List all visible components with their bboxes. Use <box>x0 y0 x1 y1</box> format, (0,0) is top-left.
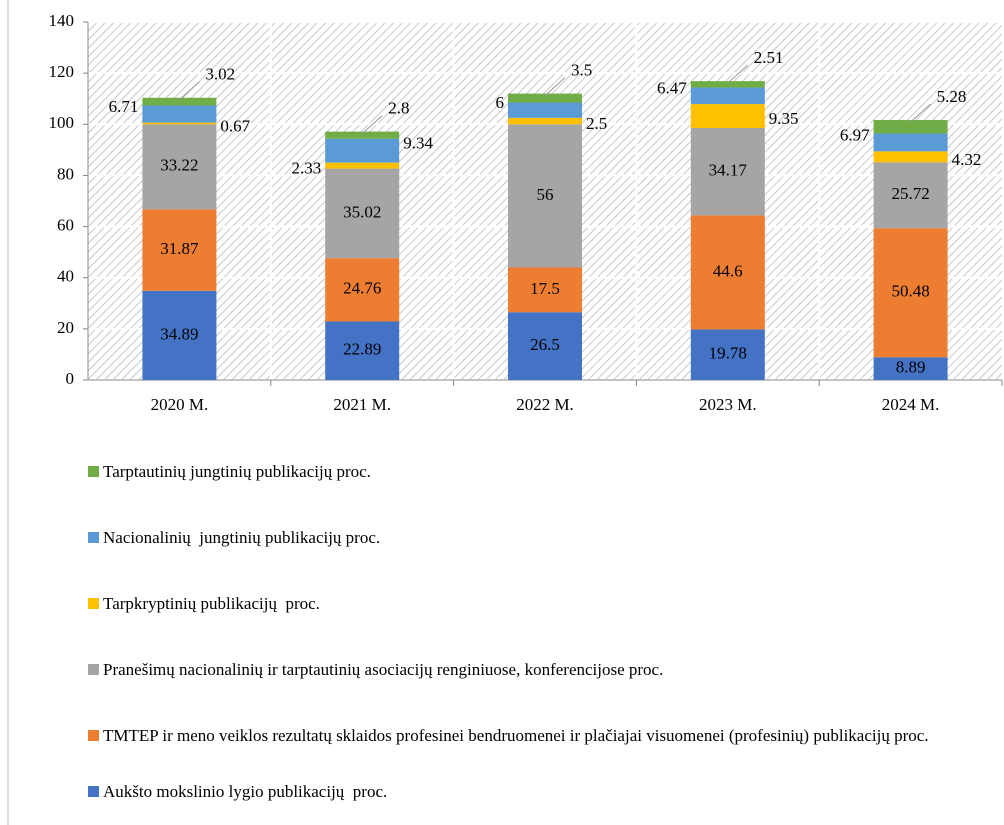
legend-swatch <box>88 664 99 675</box>
x-tick-label: 2023 M. <box>699 395 757 414</box>
legend-swatch <box>88 466 99 477</box>
bar-segment <box>690 104 765 128</box>
leader-line <box>179 81 200 101</box>
legend-item: Nacionalinių jungtinių publikacijų proc. <box>88 528 948 548</box>
bar-segment <box>508 312 582 380</box>
legend-label: Tarpkryptinių publikacijų proc. <box>103 594 320 613</box>
legend-label: Pranešimų nacionalinių ir tarptautinių a… <box>103 660 664 679</box>
legend-item: Tarpkryptinių publikacijų proc. <box>88 594 948 614</box>
bar-segment <box>690 127 765 216</box>
data-label: 8.89 <box>896 358 926 377</box>
data-label: 24.76 <box>343 279 381 298</box>
legend-swatch <box>88 786 99 797</box>
data-label: 3.02 <box>205 65 235 84</box>
legend-swatch <box>88 730 99 741</box>
y-tick-label: 120 <box>49 62 75 81</box>
bar-segment <box>873 120 948 134</box>
x-tick-label: 2021 M. <box>333 395 391 414</box>
bar-segment <box>690 81 765 88</box>
data-label: 2.33 <box>291 159 321 178</box>
bar-segment <box>873 228 948 358</box>
bar-segment <box>142 122 217 125</box>
data-label: 9.35 <box>769 109 799 128</box>
legend-item: TMTEP ir meno veiklos rezultatų sklaidos… <box>88 726 948 746</box>
data-label: 4.32 <box>952 150 982 169</box>
bar-segment <box>325 131 400 139</box>
y-tick-label: 140 <box>49 11 75 30</box>
data-label: 6.47 <box>657 79 687 98</box>
bar-segment <box>873 357 948 380</box>
bar-segment <box>325 138 400 163</box>
data-label: 50.48 <box>891 282 929 301</box>
legend-item: Pranešimų nacionalinių ir tarptautinių a… <box>88 660 948 680</box>
y-tick-label: 40 <box>57 267 74 286</box>
y-tick-label: 0 <box>66 369 75 388</box>
data-label: 26.5 <box>530 335 560 354</box>
bar-segment <box>690 215 765 330</box>
bar-segment <box>508 117 582 125</box>
bar-segment <box>325 168 400 259</box>
data-label: 19.78 <box>709 344 747 363</box>
bar-segment <box>873 133 948 152</box>
bar-segment <box>142 105 217 123</box>
legend-swatch <box>88 532 99 543</box>
leader-line <box>727 64 749 84</box>
legend-label: Tarptautinių jungtinių publikacijų proc. <box>103 462 371 481</box>
x-tick-label: 2022 M. <box>516 395 574 414</box>
data-label: 25.72 <box>891 184 929 203</box>
bar-segment <box>142 209 217 291</box>
bar-segment <box>325 258 400 322</box>
leader-line <box>544 77 566 96</box>
legend-label: TMTEP ir meno veiklos rezultatų sklaidos… <box>103 726 929 745</box>
legend-item: Aukšto mokslinio lygio publikacijų proc. <box>88 782 948 802</box>
data-label: 2.5 <box>586 114 607 133</box>
y-tick-label: 20 <box>57 318 74 337</box>
y-tick-label: 60 <box>57 215 74 234</box>
data-label: 5.28 <box>937 87 967 106</box>
bar-segment <box>873 162 948 229</box>
data-label: 6.71 <box>109 97 139 116</box>
x-tick-label: 2024 M. <box>882 395 940 414</box>
bar-segment <box>142 124 217 210</box>
legend-label: Aukšto mokslinio lygio publikacijų proc. <box>103 782 388 801</box>
bar-segment <box>873 151 948 163</box>
bar-segment <box>690 87 765 105</box>
data-label: 35.02 <box>343 202 381 221</box>
legend-label: Nacionalinių jungtinių publikacijų proc. <box>103 528 381 547</box>
y-tick-label: 80 <box>57 164 74 183</box>
bar-segment <box>325 321 400 380</box>
data-label: 44.6 <box>713 261 743 280</box>
bar-segment <box>142 97 217 106</box>
bar-segment <box>508 267 582 313</box>
data-label: 33.22 <box>160 156 198 175</box>
data-label: 6 <box>496 93 505 112</box>
legend-item: Tarptautinių jungtinių publikacijų proc. <box>88 462 948 482</box>
bar-segment <box>142 290 217 380</box>
data-label: 6.97 <box>840 125 870 144</box>
y-tick-label: 100 <box>49 113 75 132</box>
data-label: 17.5 <box>530 279 560 298</box>
data-label: 0.67 <box>220 116 250 135</box>
data-label: 31.87 <box>160 239 199 258</box>
bar-segment <box>690 329 765 380</box>
data-label: 22.89 <box>343 340 381 359</box>
data-label: 2.8 <box>388 99 409 118</box>
leader-line <box>361 115 383 134</box>
data-label: 2.51 <box>754 48 784 67</box>
data-label: 34.89 <box>160 324 198 343</box>
bar-segment <box>508 124 582 268</box>
bar-segment <box>508 93 582 103</box>
data-label: 34.17 <box>709 161 748 180</box>
data-label: 9.34 <box>403 134 433 153</box>
data-label: 3.5 <box>571 61 592 80</box>
legend-swatch <box>88 598 99 609</box>
data-label: 56 <box>537 185 554 204</box>
bar-segment <box>325 162 400 169</box>
bar-segment <box>508 102 582 118</box>
leader-line <box>910 103 931 123</box>
x-tick-label: 2020 M. <box>151 395 209 414</box>
